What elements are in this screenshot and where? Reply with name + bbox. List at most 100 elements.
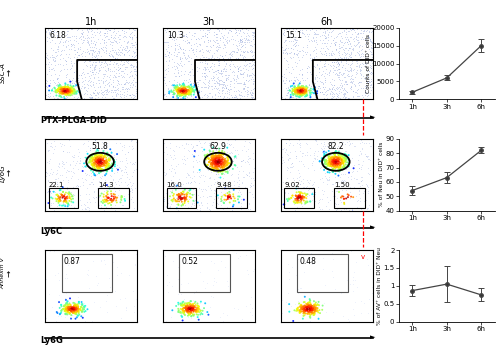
Point — [170, 35, 178, 40]
Point — [288, 195, 296, 201]
Point — [226, 38, 234, 43]
Point — [308, 55, 316, 61]
Point — [242, 71, 250, 76]
Point — [54, 44, 62, 49]
Point — [60, 202, 68, 208]
Point — [102, 199, 110, 204]
Point — [212, 171, 220, 176]
Point — [53, 197, 61, 202]
Point — [310, 312, 318, 318]
Point — [306, 300, 314, 305]
Point — [289, 88, 297, 94]
Point — [334, 162, 342, 167]
Point — [284, 51, 292, 56]
Point — [59, 85, 67, 91]
Text: 22.1: 22.1 — [48, 182, 64, 188]
Point — [294, 85, 302, 91]
Point — [84, 143, 92, 149]
Point — [165, 49, 173, 55]
Point — [110, 195, 118, 201]
Point — [212, 151, 220, 156]
Point — [84, 85, 92, 90]
Point — [310, 304, 318, 310]
Point — [308, 307, 316, 313]
Point — [216, 165, 224, 171]
Point — [170, 191, 178, 197]
Point — [356, 82, 364, 88]
Point — [115, 188, 123, 193]
Point — [304, 85, 312, 90]
Point — [180, 61, 188, 66]
Point — [186, 84, 194, 90]
Point — [45, 160, 53, 165]
Point — [54, 61, 62, 67]
Point — [183, 305, 191, 310]
Point — [341, 178, 349, 184]
Point — [349, 93, 357, 99]
Point — [206, 158, 214, 164]
Point — [48, 56, 56, 62]
Point — [347, 69, 355, 74]
Point — [188, 87, 196, 93]
Point — [220, 161, 228, 166]
Point — [216, 151, 224, 157]
Point — [41, 138, 49, 144]
Point — [176, 56, 184, 62]
Point — [187, 298, 195, 304]
Point — [76, 192, 84, 198]
Point — [198, 311, 206, 317]
Point — [338, 177, 346, 182]
Point — [178, 183, 186, 189]
Point — [247, 183, 255, 189]
Point — [190, 199, 198, 204]
Point — [336, 30, 344, 36]
Point — [58, 85, 66, 91]
Point — [338, 161, 346, 166]
Point — [98, 139, 106, 144]
Point — [96, 155, 104, 161]
Point — [132, 266, 140, 272]
Point — [304, 191, 312, 197]
Point — [64, 302, 72, 307]
Point — [118, 158, 126, 164]
Point — [354, 58, 362, 63]
Point — [162, 204, 170, 210]
Point — [54, 196, 62, 202]
Point — [95, 46, 103, 52]
Point — [226, 194, 234, 200]
Point — [55, 198, 63, 204]
Point — [174, 276, 182, 282]
Point — [312, 309, 320, 314]
Point — [95, 170, 103, 176]
Point — [241, 48, 249, 54]
Point — [366, 144, 374, 149]
Point — [312, 88, 320, 93]
Point — [336, 152, 344, 157]
Point — [303, 44, 311, 49]
Point — [175, 97, 183, 102]
Point — [174, 197, 182, 202]
Point — [296, 89, 304, 94]
Point — [208, 63, 216, 69]
Point — [208, 94, 216, 100]
Point — [190, 307, 198, 313]
Point — [92, 194, 100, 200]
Point — [334, 156, 342, 162]
Point — [296, 193, 304, 198]
Point — [206, 78, 214, 84]
Point — [302, 31, 310, 37]
Point — [228, 141, 235, 146]
Point — [223, 162, 231, 167]
Point — [294, 204, 302, 210]
Point — [286, 92, 294, 98]
Point — [284, 156, 292, 161]
Point — [210, 165, 218, 170]
Point — [106, 172, 114, 177]
Point — [224, 283, 232, 288]
Point — [176, 90, 184, 95]
Point — [115, 176, 123, 181]
Point — [89, 34, 97, 40]
Point — [108, 88, 116, 93]
Point — [297, 92, 305, 98]
Point — [204, 162, 212, 167]
